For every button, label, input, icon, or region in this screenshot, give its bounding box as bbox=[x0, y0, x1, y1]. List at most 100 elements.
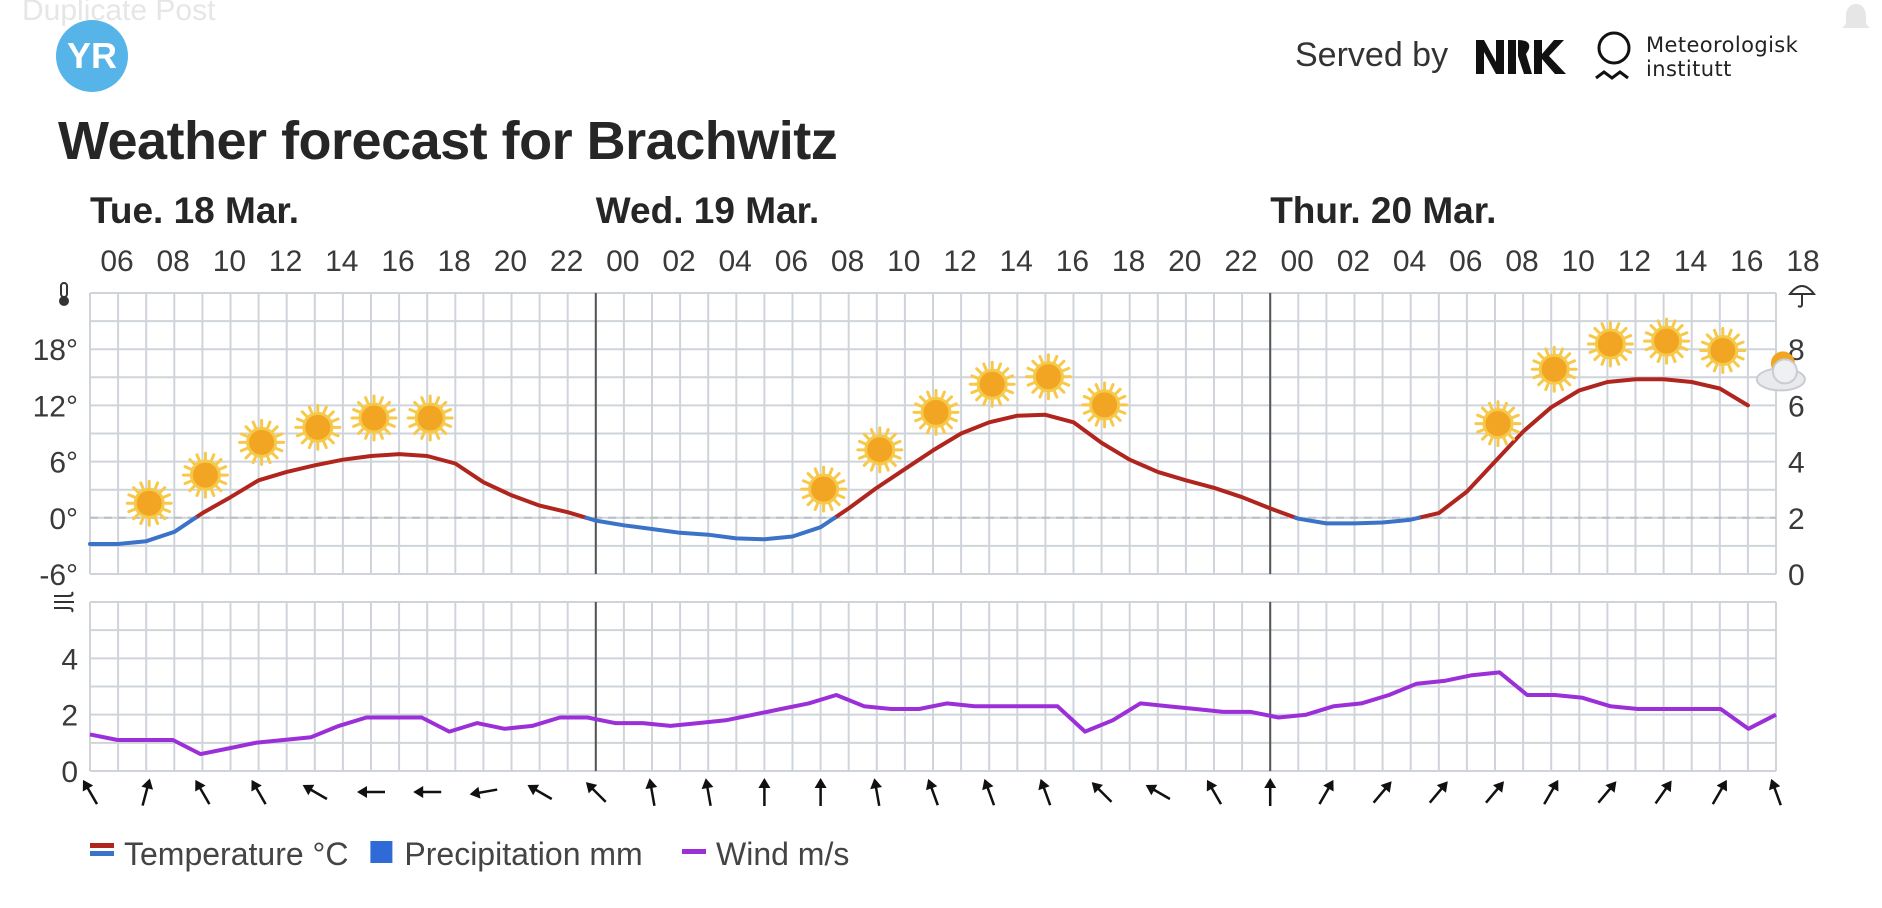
sun-ray bbox=[1558, 347, 1565, 356]
sun-ray bbox=[1087, 414, 1095, 422]
temp-axis-label: -6° bbox=[39, 559, 78, 592]
sun-ray bbox=[1058, 359, 1066, 367]
sun-ray bbox=[218, 465, 228, 471]
sun-ray bbox=[420, 431, 426, 440]
sun-ray bbox=[970, 374, 979, 380]
sun-disc bbox=[189, 459, 221, 491]
wind-arrow bbox=[1264, 778, 1277, 806]
sun-ray bbox=[132, 486, 140, 494]
hour-tick-label: 14 bbox=[1674, 245, 1707, 278]
sun-ray bbox=[889, 459, 897, 467]
sun-ray bbox=[188, 458, 196, 466]
sun-ray bbox=[1094, 383, 1100, 392]
sun-ray bbox=[1038, 390, 1044, 399]
sun-ray bbox=[300, 410, 308, 418]
sun-ray bbox=[1712, 363, 1719, 373]
wind-arrow-head bbox=[814, 778, 827, 788]
sun-ray bbox=[300, 437, 308, 445]
wind-arrow bbox=[585, 782, 607, 803]
wind-arrow-head bbox=[982, 778, 994, 791]
sun-ray bbox=[127, 507, 136, 514]
sun-ray bbox=[153, 516, 160, 526]
sun-ray bbox=[443, 422, 453, 428]
sun-ray bbox=[1564, 352, 1572, 360]
precip-axis-label: 2 bbox=[1788, 503, 1805, 536]
sun-ray bbox=[1700, 355, 1710, 361]
yr-logo-icon: YR bbox=[56, 20, 128, 92]
met-institute-logo-icon[interactable] bbox=[1590, 28, 1638, 88]
sun-ray bbox=[266, 420, 272, 430]
sun-ray bbox=[327, 437, 335, 445]
hour-tick-label: 02 bbox=[1337, 245, 1370, 278]
hour-tick-label: 12 bbox=[943, 245, 976, 278]
precip-axis-label: 0 bbox=[1788, 559, 1805, 592]
sun-ray bbox=[239, 446, 249, 453]
sun-ray bbox=[1109, 418, 1115, 427]
nrk-logo-icon[interactable] bbox=[1474, 38, 1570, 76]
sun-ray bbox=[1061, 381, 1071, 387]
wind-arrow-head bbox=[1145, 784, 1158, 796]
sun-ray bbox=[1679, 345, 1689, 352]
sun-ray bbox=[1736, 355, 1745, 361]
wind-arrow bbox=[1485, 781, 1504, 804]
sun-icon bbox=[350, 394, 398, 442]
sun-ray bbox=[162, 493, 172, 499]
sun-ray bbox=[1532, 359, 1541, 365]
sun-ray bbox=[244, 425, 252, 433]
sun-ray bbox=[889, 432, 897, 441]
wind-arrow bbox=[195, 779, 211, 805]
sun-ray bbox=[1671, 354, 1677, 363]
sun-ray bbox=[1564, 379, 1572, 387]
wind-arrow-head bbox=[141, 778, 154, 790]
sun-ray bbox=[833, 498, 841, 507]
partly-cloudy-icon bbox=[1755, 351, 1806, 392]
sun-ray bbox=[387, 422, 396, 428]
sun-ray bbox=[271, 425, 279, 433]
hour-tick-label: 12 bbox=[269, 245, 302, 278]
wind-arrow-head bbox=[82, 779, 94, 792]
sun-ray bbox=[918, 422, 927, 430]
day-label: Thur. 20 Mar. bbox=[1270, 190, 1496, 231]
sun-ray bbox=[440, 427, 448, 436]
sun-ray bbox=[1507, 433, 1516, 441]
sun-icon bbox=[1530, 345, 1578, 393]
hour-tick-label: 16 bbox=[381, 245, 414, 278]
sun-ray bbox=[210, 488, 216, 497]
yr-logo[interactable]: YR bbox=[56, 20, 128, 92]
sun-icon bbox=[1643, 317, 1691, 365]
sun-ray bbox=[1087, 387, 1095, 396]
sun-ray bbox=[1002, 394, 1010, 402]
sun-ray bbox=[945, 395, 954, 403]
sun-ray bbox=[813, 467, 819, 476]
sun-disc bbox=[808, 473, 840, 505]
bell-icon bbox=[1842, 4, 1870, 28]
sun-icon bbox=[1699, 327, 1747, 375]
sun-ray bbox=[356, 400, 365, 409]
sun-ray bbox=[1002, 367, 1010, 375]
sun-ray bbox=[322, 405, 328, 415]
sun-ray bbox=[1082, 409, 1092, 415]
sun-ray bbox=[884, 428, 890, 437]
wind-axis-label: 4 bbox=[61, 643, 78, 676]
sun-ray bbox=[420, 396, 426, 405]
wind-arrow-head bbox=[758, 778, 771, 788]
sun-disc bbox=[1482, 408, 1514, 440]
sun-icon bbox=[800, 465, 848, 513]
wind-legend-swatch bbox=[682, 849, 706, 854]
wind-arrow-head bbox=[1492, 781, 1504, 793]
sun-ray bbox=[862, 432, 870, 441]
sun-ray bbox=[1537, 379, 1545, 387]
sun-ray bbox=[159, 486, 167, 494]
sun-ray bbox=[387, 408, 396, 414]
hour-tick-label: 06 bbox=[100, 245, 133, 278]
wind-arrow-head bbox=[1206, 779, 1218, 792]
wind-axis-icon-stroke bbox=[54, 607, 74, 613]
sun-disc bbox=[246, 426, 278, 458]
sun-ray bbox=[833, 472, 841, 480]
sun-ray bbox=[1615, 357, 1621, 366]
wind-arrow bbox=[982, 778, 996, 806]
sun-ray bbox=[918, 395, 927, 403]
sun-icon bbox=[856, 426, 904, 474]
sun-icon bbox=[968, 360, 1016, 408]
sun-ray bbox=[215, 458, 223, 466]
